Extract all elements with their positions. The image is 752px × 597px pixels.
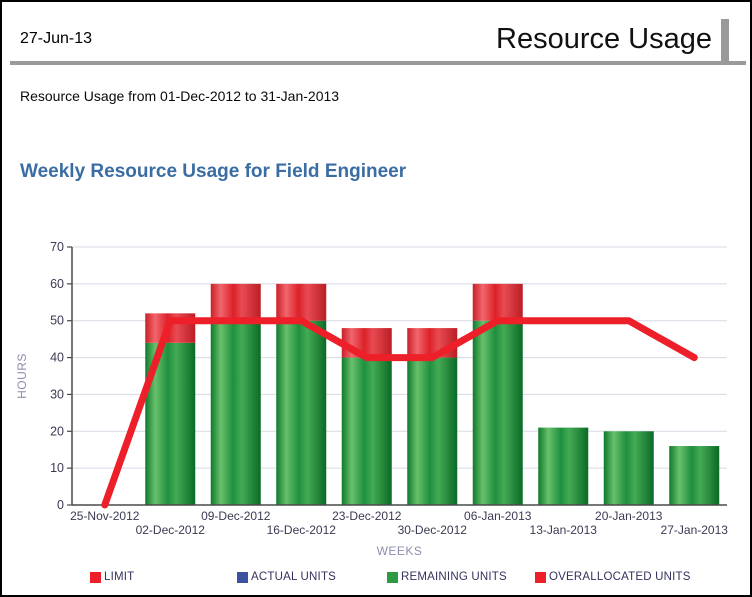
legend-label: REMAINING UNITS — [401, 571, 507, 583]
report-title: Resource Usage — [496, 23, 712, 55]
x-tick-label: 02-Dec-2012 — [136, 523, 206, 537]
limit-line — [101, 317, 698, 509]
x-tick-label: 06-Jan-2013 — [464, 509, 532, 523]
header-rule — [10, 61, 746, 65]
y-tick-label: 70 — [50, 240, 64, 254]
bar-remaining — [669, 446, 720, 505]
chart-legend: LIMIT ACTUAL UNITS REMAINING UNITS OVERA… — [2, 568, 750, 590]
bar-overallocated — [210, 283, 261, 321]
bar-overallocated — [472, 283, 523, 321]
y-tick-label: 20 — [50, 424, 64, 438]
remaining-units-swatch — [387, 571, 398, 583]
legend-label: LIMIT — [104, 571, 135, 583]
y-tick-label: 10 — [50, 461, 64, 475]
x-axis-title: WEEKS — [377, 544, 423, 558]
y-tick-label: 60 — [50, 277, 64, 291]
title-accent-bar — [721, 19, 729, 62]
legend-label: OVERALLOCATED UNITS — [549, 571, 691, 583]
y-tick-label: 50 — [50, 314, 64, 328]
x-tick-label: 30-Dec-2012 — [398, 523, 468, 537]
bar-remaining — [341, 357, 392, 505]
y-tick-label: 30 — [50, 387, 64, 401]
y-tick-label: 0 — [57, 498, 64, 512]
bar-overallocated — [341, 328, 392, 358]
y-tick-label: 40 — [50, 351, 64, 365]
chart-title: Weekly Resource Usage for Field Engineer — [20, 161, 407, 182]
legend-item-actual-units: ACTUAL UNITS — [237, 568, 336, 586]
bar-remaining — [472, 320, 523, 505]
legend-item-remaining-units: REMAINING UNITS — [387, 568, 507, 586]
bar-overallocated — [407, 328, 458, 358]
x-tick-label: 25-Nov-2012 — [70, 509, 140, 523]
x-tick-label: 23-Dec-2012 — [332, 509, 402, 523]
bar-overallocated — [276, 283, 327, 321]
actual-units-swatch — [237, 571, 248, 583]
limit-swatch — [90, 571, 101, 583]
report-date: 27-Jun-13 — [20, 30, 93, 47]
resource-usage-chart: 0 10 20 30 40 50 60 70 25-Nov-201202-Dec-201209-… — [15, 240, 729, 558]
legend-item-overallocated-units: OVERALLOCATED UNITS — [535, 568, 691, 586]
report-subtitle: Resource Usage from 01-Dec-2012 to 31-Ja… — [20, 88, 340, 104]
x-tick-label: 16-Dec-2012 — [267, 523, 337, 537]
x-tick-label: 20-Jan-2013 — [595, 509, 663, 523]
y-axis-title: HOURS — [15, 353, 29, 399]
x-tick-label: 09-Dec-2012 — [201, 509, 271, 523]
bar-remaining — [538, 427, 589, 505]
bar-remaining — [210, 320, 261, 505]
x-tick-label: 13-Jan-2013 — [530, 523, 598, 537]
bar-remaining — [276, 320, 327, 505]
x-tick-label: 27-Jan-2013 — [661, 523, 729, 537]
legend-item-limit: LIMIT — [90, 568, 134, 586]
bar-remaining — [407, 357, 458, 505]
legend-label: ACTUAL UNITS — [251, 571, 337, 583]
bar-remaining — [603, 431, 654, 505]
overallocated-units-swatch — [535, 571, 546, 583]
